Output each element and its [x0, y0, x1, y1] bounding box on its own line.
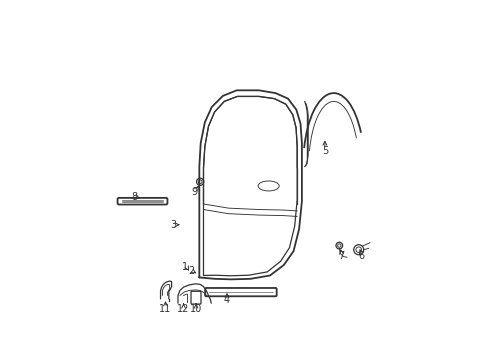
- Text: 10: 10: [189, 304, 202, 314]
- Text: 5: 5: [321, 146, 327, 156]
- Text: 11: 11: [159, 304, 171, 314]
- Text: 8: 8: [131, 192, 138, 202]
- Text: 9: 9: [191, 186, 197, 197]
- Text: 4: 4: [224, 294, 230, 305]
- Text: 1: 1: [182, 262, 188, 272]
- Text: 7: 7: [338, 251, 344, 261]
- Text: 6: 6: [358, 251, 364, 261]
- Text: 12: 12: [177, 304, 189, 314]
- Text: 2: 2: [187, 266, 194, 276]
- Text: 3: 3: [170, 220, 176, 230]
